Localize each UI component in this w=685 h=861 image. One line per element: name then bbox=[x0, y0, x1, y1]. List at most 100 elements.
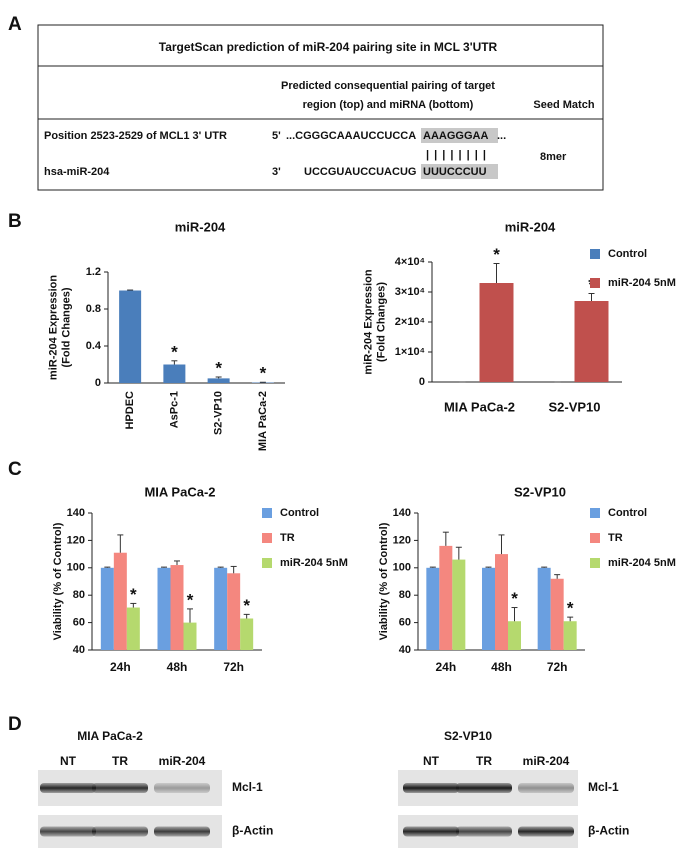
legend-swatch bbox=[590, 533, 600, 543]
blot-band bbox=[518, 783, 574, 793]
legend-swatch bbox=[590, 249, 600, 259]
y-axis-label: (Fold Changes) bbox=[375, 282, 387, 362]
y-tick-label: 60 bbox=[73, 617, 85, 629]
legend-swatch bbox=[262, 558, 272, 568]
bar bbox=[426, 568, 439, 650]
header: region (top) and miRNA (bottom) bbox=[303, 99, 474, 111]
legend-swatch bbox=[590, 278, 600, 288]
bar bbox=[114, 553, 127, 650]
x-tick-label: HPDEC bbox=[124, 391, 136, 430]
header: Predicted consequential pairing of targe… bbox=[281, 80, 495, 92]
bar bbox=[214, 568, 227, 650]
y-axis-label: Viability (% of Control) bbox=[378, 522, 390, 640]
y-tick-label: 0 bbox=[419, 376, 425, 388]
blot-title: MIA PaCa-2 bbox=[77, 729, 143, 743]
bar bbox=[551, 579, 564, 650]
significance-marker: * bbox=[130, 585, 137, 604]
seed-type: 8mer bbox=[540, 151, 567, 163]
significance-marker: * bbox=[187, 590, 194, 609]
legend-label: Control bbox=[280, 507, 319, 519]
bar bbox=[564, 621, 577, 650]
chart-title: S2-VP10 bbox=[514, 484, 566, 499]
legend-swatch bbox=[590, 558, 600, 568]
x-tick-label: 24h bbox=[435, 660, 456, 674]
significance-marker: * bbox=[493, 245, 500, 264]
significance-marker: * bbox=[215, 358, 222, 377]
bar bbox=[184, 623, 197, 650]
lane-label: NT bbox=[423, 754, 440, 768]
row-name: Position 2523-2529 of MCL1 3' UTR bbox=[44, 130, 227, 142]
legend-swatch bbox=[590, 508, 600, 518]
x-tick-label: 48h bbox=[167, 660, 188, 674]
x-tick-label: MIA PaCa-2 bbox=[444, 399, 515, 414]
sequence: UCCGUAUCCUACUG bbox=[304, 166, 416, 178]
lane-label: miR-204 bbox=[523, 754, 570, 768]
table-title: TargetScan prediction of miR-204 pairing… bbox=[159, 40, 498, 54]
panel-label: D bbox=[8, 714, 22, 735]
y-tick-label: 100 bbox=[393, 562, 411, 574]
x-tick-label: 72h bbox=[547, 660, 568, 674]
bar bbox=[452, 560, 465, 650]
y-tick-label: 80 bbox=[73, 589, 85, 601]
bar bbox=[163, 365, 185, 384]
y-tick-label: 3×10⁴ bbox=[395, 286, 425, 298]
sequence-seed: AAAGGGAA bbox=[423, 130, 488, 142]
lane-label: TR bbox=[112, 754, 128, 768]
header: Seed Match bbox=[533, 99, 594, 111]
legend-label: Control bbox=[608, 507, 647, 519]
y-tick-label: 40 bbox=[399, 644, 411, 656]
x-tick-label: AsPc-1 bbox=[168, 391, 180, 428]
legend-label: TR bbox=[280, 532, 295, 544]
legend-label: Control bbox=[608, 248, 647, 260]
blot-band bbox=[403, 783, 459, 793]
bar bbox=[227, 573, 240, 650]
y-tick-label: 0.4 bbox=[86, 340, 102, 352]
y-tick-label: 4×10⁴ bbox=[395, 256, 425, 268]
blot-band bbox=[92, 827, 148, 837]
y-tick-label: 0 bbox=[95, 377, 101, 389]
panel-label: C bbox=[8, 459, 22, 480]
bar bbox=[240, 618, 253, 650]
y-tick-label: 1.2 bbox=[86, 266, 101, 278]
bar bbox=[158, 568, 171, 650]
y-tick-label: 100 bbox=[67, 562, 85, 574]
y-tick-label: 140 bbox=[67, 507, 85, 519]
y-tick-label: 120 bbox=[67, 534, 85, 546]
lane-label: NT bbox=[60, 754, 77, 768]
y-axis-label: Viability (% of Control) bbox=[52, 522, 64, 640]
panel-label: B bbox=[8, 211, 22, 232]
blot-band bbox=[456, 827, 512, 837]
y-tick-label: 0.8 bbox=[86, 303, 101, 315]
lane-label: TR bbox=[476, 754, 492, 768]
x-tick-label: MIA PaCa-2 bbox=[257, 391, 269, 451]
panel-label: A bbox=[8, 14, 22, 35]
bar bbox=[127, 608, 140, 650]
blot-band bbox=[518, 827, 574, 837]
significance-marker: * bbox=[511, 589, 518, 608]
band-label: Mcl-1 bbox=[588, 780, 619, 794]
y-axis-label: miR-204 Expression bbox=[362, 269, 374, 374]
blot-band bbox=[154, 783, 210, 793]
y-tick-label: 140 bbox=[393, 507, 411, 519]
bar bbox=[482, 568, 495, 650]
legend-swatch bbox=[262, 508, 272, 518]
bar bbox=[101, 568, 114, 650]
blot-band bbox=[403, 827, 459, 837]
bar bbox=[538, 568, 551, 650]
pairing: | | | | | | | | bbox=[426, 149, 487, 161]
bar bbox=[508, 621, 521, 650]
legend-swatch bbox=[262, 533, 272, 543]
bar bbox=[171, 565, 184, 650]
blot-band bbox=[40, 827, 96, 837]
legend-label: TR bbox=[608, 532, 623, 544]
band-label: β-Actin bbox=[232, 824, 273, 838]
y-tick-label: 40 bbox=[73, 644, 85, 656]
x-tick-label: S2-VP10 bbox=[548, 399, 600, 414]
row-name: hsa-miR-204 bbox=[44, 166, 110, 178]
y-axis-label: miR-204 Expression bbox=[47, 275, 59, 380]
blot-band bbox=[92, 783, 148, 793]
bar bbox=[495, 554, 508, 650]
blot-band bbox=[154, 827, 210, 837]
x-tick-label: 48h bbox=[491, 660, 512, 674]
significance-marker: * bbox=[567, 599, 574, 618]
